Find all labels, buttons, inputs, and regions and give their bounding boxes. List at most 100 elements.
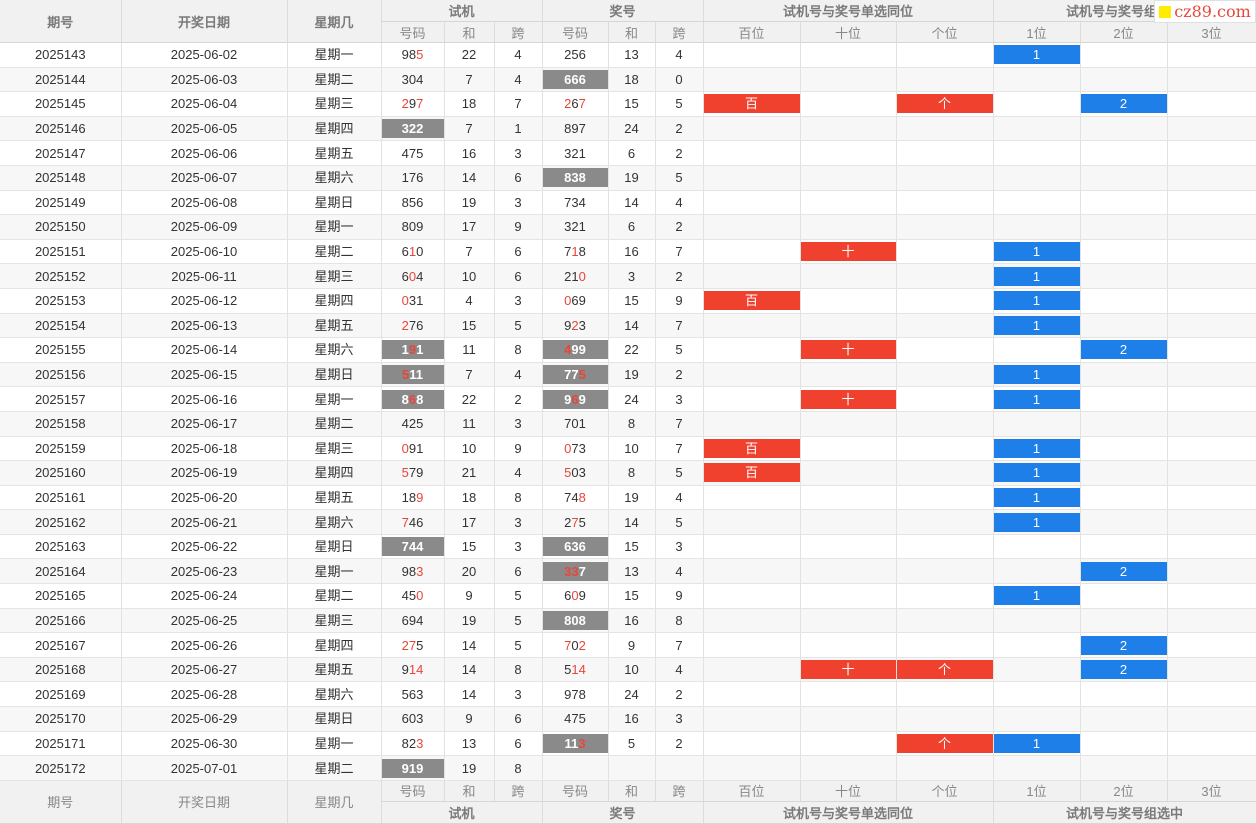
footer-trial: 试机 (381, 801, 542, 823)
draw-span-cell: 9 (655, 288, 703, 313)
p1-tag: 1 (994, 45, 1080, 64)
trial-number: 091 (382, 439, 444, 458)
tens-cell: 十 (800, 239, 896, 264)
trial-sum-cell: 15 (444, 313, 494, 338)
trial-span-cell: 6 (494, 264, 542, 289)
foot-draw-num: 号码 (542, 780, 608, 801)
weekday-cell: 星期一 (287, 387, 381, 412)
draw-span-cell: 2 (655, 141, 703, 166)
trial-sum-cell: 13 (444, 731, 494, 756)
p3-cell (1167, 461, 1256, 486)
units-cell (896, 633, 993, 658)
draw-sum-cell: 6 (608, 141, 655, 166)
draw-number: 734 (543, 193, 608, 212)
trial-span-cell: 5 (494, 584, 542, 609)
hundreds-tag: 百 (704, 291, 800, 310)
p1-cell (993, 92, 1080, 117)
issue-cell: 2025171 (0, 731, 121, 756)
draw-number: 503 (543, 463, 608, 482)
date-cell: 2025-06-16 (121, 387, 287, 412)
table-row: 2025161 2025-06-20 星期五 189 18 8 748 19 4 1 (0, 485, 1256, 510)
tens-cell (800, 485, 896, 510)
hundreds-cell (703, 116, 800, 141)
trial-number-cell: 983 (381, 559, 444, 584)
units-cell (896, 116, 993, 141)
draw-sum-cell: 9 (608, 633, 655, 658)
p2-cell: 2 (1080, 92, 1167, 117)
table-row: 2025166 2025-06-25 星期三 694 19 5 808 16 8 (0, 608, 1256, 633)
p3-cell (1167, 608, 1256, 633)
draw-number: 609 (543, 586, 608, 605)
draw-span-cell: 4 (655, 190, 703, 215)
draw-span-cell: 5 (655, 510, 703, 535)
trial-number: 511 (382, 365, 444, 384)
draw-sum-cell: 15 (608, 584, 655, 609)
p1-tag: 1 (994, 586, 1080, 605)
table-row: 2025153 2025-06-12 星期四 031 4 3 069 15 9 百 1 (0, 288, 1256, 313)
p3-cell (1167, 707, 1256, 732)
p1-tag: 1 (994, 463, 1080, 482)
trial-span-cell: 6 (494, 239, 542, 264)
draw-span-cell: 9 (655, 584, 703, 609)
hundreds-cell (703, 338, 800, 363)
tens-tag: 十 (801, 340, 896, 359)
p2-tag: 2 (1081, 94, 1167, 113)
p2-cell (1080, 682, 1167, 707)
trial-span-cell: 6 (494, 707, 542, 732)
trial-number-cell: 189 (381, 485, 444, 510)
trial-sum-cell: 7 (444, 67, 494, 92)
draw-number: 701 (543, 414, 608, 433)
draw-span-cell: 2 (655, 215, 703, 240)
trial-number: 563 (382, 685, 444, 704)
hundreds-cell (703, 141, 800, 166)
date-cell: 2025-07-01 (121, 756, 287, 781)
p1-cell: 1 (993, 461, 1080, 486)
hundreds-cell (703, 707, 800, 732)
trial-number: 856 (382, 193, 444, 212)
p3-cell (1167, 657, 1256, 682)
draw-number-cell: 734 (542, 190, 608, 215)
hundreds-cell (703, 682, 800, 707)
date-cell: 2025-06-22 (121, 534, 287, 559)
draw-sum-cell: 13 (608, 559, 655, 584)
draw-number: 069 (543, 291, 608, 310)
table-row: 2025154 2025-06-13 星期五 276 15 5 923 14 7 1 (0, 313, 1256, 338)
draw-sum-cell: 13 (608, 43, 655, 68)
issue-cell: 2025147 (0, 141, 121, 166)
issue-cell: 2025166 (0, 608, 121, 633)
date-cell: 2025-06-10 (121, 239, 287, 264)
p1-cell (993, 190, 1080, 215)
trial-sum-cell: 14 (444, 682, 494, 707)
header-draw: 奖号 (542, 0, 703, 22)
p1-cell (993, 141, 1080, 166)
draw-number: 838 (543, 168, 608, 187)
trial-span-cell: 3 (494, 288, 542, 313)
trial-number-cell: 563 (381, 682, 444, 707)
tens-cell (800, 264, 896, 289)
p3-cell (1167, 559, 1256, 584)
trial-number: 275 (382, 636, 444, 655)
tens-tag: 十 (801, 242, 896, 261)
trial-number-cell: 809 (381, 215, 444, 240)
tens-cell (800, 436, 896, 461)
units-cell (896, 165, 993, 190)
draw-span-cell: 4 (655, 657, 703, 682)
table-row: 2025162 2025-06-21 星期六 746 17 3 275 14 5 1 (0, 510, 1256, 535)
issue-cell: 2025157 (0, 387, 121, 412)
footer-date: 开奖日期 (121, 780, 287, 823)
p2-cell: 2 (1080, 559, 1167, 584)
table-row: 2025163 2025-06-22 星期日 744 15 3 636 15 3 (0, 534, 1256, 559)
trial-span-cell: 4 (494, 67, 542, 92)
p1-cell: 1 (993, 731, 1080, 756)
p3-cell (1167, 387, 1256, 412)
p2-cell (1080, 756, 1167, 781)
issue-cell: 2025158 (0, 411, 121, 436)
draw-span-cell: 7 (655, 411, 703, 436)
site-logo[interactable]: cz89.com (1154, 0, 1256, 23)
table-row: 2025150 2025-06-09 星期一 809 17 9 321 6 2 (0, 215, 1256, 240)
weekday-cell: 星期六 (287, 510, 381, 535)
tens-cell (800, 215, 896, 240)
trial-number: 276 (382, 316, 444, 335)
hundreds-cell (703, 756, 800, 781)
draw-number: 923 (543, 316, 608, 335)
